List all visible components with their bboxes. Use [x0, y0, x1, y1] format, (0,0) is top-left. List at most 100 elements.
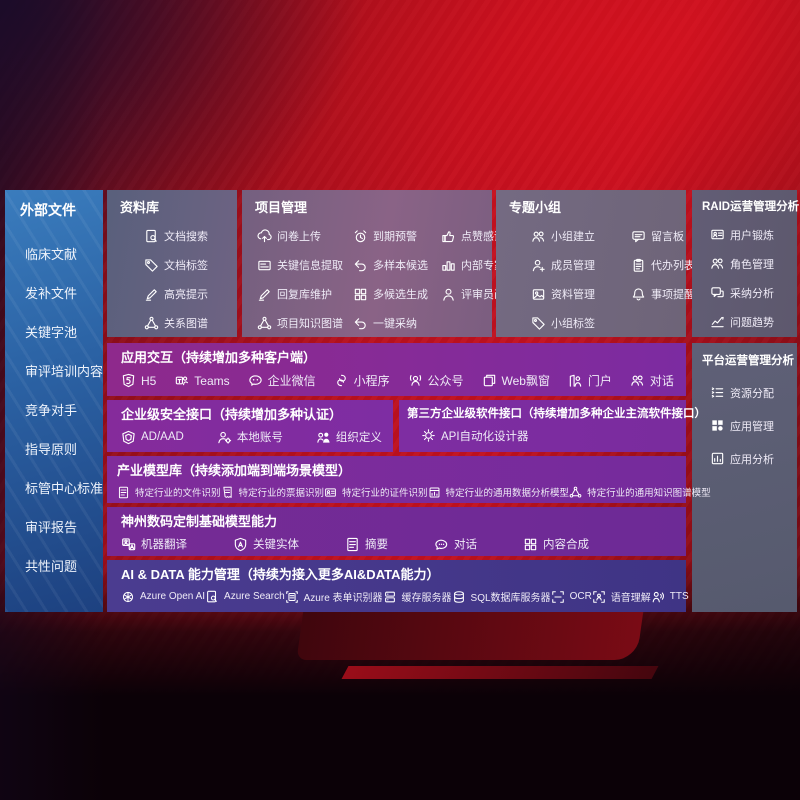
panel-platform-analysis: 平台运营管理分析 资源分配 应用管理 应用分析: [692, 343, 797, 612]
feature-label: 机器翻译: [141, 539, 187, 552]
feature-label: 应用管理: [730, 420, 774, 433]
portal-icon: [568, 373, 583, 388]
tts-icon: [651, 590, 665, 604]
feature-label: 门户: [587, 374, 612, 389]
panel-title: 外部文件: [20, 202, 76, 218]
panel-external-files: 外部文件 临床文献 发补文件 关键字池 审评培训内容 竞争对手 指导原则 标管中心标准 审评报…: [5, 190, 103, 612]
panel-project-management: 项目管理 问卷上传 到期预警 点赞感谢 关键信息提取 多样本候选 内部专家排名 回复库维护多…: [242, 190, 527, 337]
feature-item: 到期预警: [353, 228, 437, 244]
person-icon: [441, 287, 456, 302]
sidebar-item: 指导原则: [25, 442, 78, 458]
pen-icon: [144, 287, 159, 302]
sidebar-item: 竞争对手: [25, 403, 78, 419]
feature-label: H5: [141, 373, 157, 388]
sidebar-item: 共性问题: [25, 559, 78, 575]
feature-item: H5: [121, 373, 156, 388]
speech-icon: [592, 590, 606, 604]
feature-label: 高亮提示: [164, 289, 208, 302]
feature-item: 资料管理: [531, 286, 627, 302]
feature-label: 关键实体: [253, 539, 299, 552]
feature-label: 文档标签: [164, 260, 208, 273]
feature-item: 用户锻炼: [710, 227, 797, 243]
row-title: 应用交互（持续增加多种客户端）: [121, 350, 317, 365]
row-title: 第三方企业级软件接口（持续增加多种企业主流软件接口）: [407, 408, 706, 420]
raid-analysis-items: 用户锻炼角色管理采纳分析问题趋势: [710, 227, 797, 330]
person-gear-icon: [217, 430, 232, 445]
feature-item: 问题趋势: [710, 314, 797, 330]
thumb-icon: [441, 229, 456, 244]
doc-search-icon: [144, 229, 159, 244]
feature-label: 回复库维护: [277, 289, 332, 302]
panel-title: 专题小组: [509, 200, 562, 215]
row-industry-model-library: 产业模型库（持续添加端到端场景模型） 特定行业的文件识别 特定行业的票据识别 特定行…: [107, 456, 711, 503]
panel-title: 平台运营管理分析: [702, 355, 794, 367]
feature-label: 资源分配: [730, 387, 774, 400]
feature-item: 多候选生成: [353, 286, 437, 302]
feature-item: 采纳分析: [710, 285, 797, 301]
feature-item: 特定行业的证件识别: [324, 485, 428, 499]
feature-label: 多样本候选: [373, 260, 428, 273]
wechat-icon: [248, 373, 263, 388]
feature-label: TTS: [669, 591, 689, 603]
feature-label: 到期预警: [373, 231, 417, 244]
entity-icon: [233, 537, 248, 552]
shield-icon: [121, 430, 136, 445]
reply-icon: [353, 258, 368, 273]
puzzle-icon: [523, 537, 538, 552]
row-title: 企业级安全接口（持续增加多种认证）: [121, 407, 343, 422]
feature-label: 特定行业的通用数据分析模型: [445, 488, 570, 500]
idcard-icon: [710, 227, 725, 242]
feature-label: 特定行业的证件识别: [342, 488, 428, 500]
feature-label: 关系图谱: [164, 318, 208, 331]
idcard-icon: [324, 486, 337, 499]
row-digital-china-base-models: 神州数码定制基础模型能力 机器翻译 关键实体 摘要 对话 内容合成: [107, 507, 686, 556]
photo-icon: [531, 287, 546, 302]
doc-icon: [117, 486, 130, 499]
feature-item: 问卷上传: [257, 228, 349, 244]
feature-label: 小组建立: [551, 231, 595, 244]
cache-icon: [383, 590, 397, 604]
feature-item: 门户: [568, 372, 612, 389]
feature-label: API自动化设计器: [441, 430, 529, 443]
feature-item: 高亮提示: [144, 286, 237, 302]
sidebar-item: 发补文件: [25, 286, 78, 302]
feature-label: 组织定义: [335, 432, 382, 445]
feature-item: 对话: [434, 536, 477, 552]
topic-groups-items: 小组建立 留言板 成员管理 代办列表 资料管理 事项提醒 小组标签: [531, 228, 695, 331]
row-app-interaction: 应用交互（持续增加多种客户端） H5 Teams 企业微信 小程序 公众号 Web飘窗 门户…: [107, 343, 686, 396]
feature-label: 采纳分析: [730, 287, 774, 300]
users-icon: [710, 256, 725, 271]
clipboard-icon: [631, 258, 646, 273]
feature-item: 多样本候选: [353, 257, 437, 273]
feature-label: SQL数据库服务器: [470, 593, 551, 605]
form-icon: [285, 590, 299, 604]
openai-icon: [121, 590, 135, 604]
feature-item: 企业微信: [248, 372, 316, 389]
feature-item: 本地账号: [217, 429, 283, 445]
net-icon: [569, 486, 582, 499]
row-title: AI & DATA 能力管理（持续为接入更多AI&DATA能力）: [121, 567, 440, 582]
feature-label: 摘要: [365, 539, 388, 552]
trend-icon: [710, 314, 725, 329]
feature-item: 公众号: [408, 372, 464, 389]
sql-icon: [452, 590, 466, 604]
feature-item: Azure Open AI: [121, 590, 205, 604]
pen-icon: [257, 287, 272, 302]
base-model-items: 机器翻译 关键实体 摘要 对话 内容合成: [121, 536, 674, 552]
alarm-icon: [353, 229, 368, 244]
app-interaction-items: H5 Teams 企业微信 小程序 公众号 Web飘窗 门户 对话: [121, 372, 674, 389]
feature-item: Azure 表单识别器: [285, 589, 383, 604]
panel-title: 资料库: [120, 200, 160, 215]
reply-icon: [353, 316, 368, 331]
list-icon: [710, 385, 725, 400]
sidebar-item: 审评培训内容: [25, 364, 104, 380]
org-icon: [316, 430, 331, 445]
bbs-icon: [631, 229, 646, 244]
sidebar-item: 关键字池: [25, 325, 78, 341]
feature-item: 点赞感谢: [441, 228, 527, 244]
row-title: 产业模型库（持续添加端到端场景模型）: [117, 463, 352, 478]
doc-icon: [345, 537, 360, 552]
feature-item: Azure Search: [205, 590, 285, 604]
feature-label: 角色管理: [730, 258, 774, 271]
